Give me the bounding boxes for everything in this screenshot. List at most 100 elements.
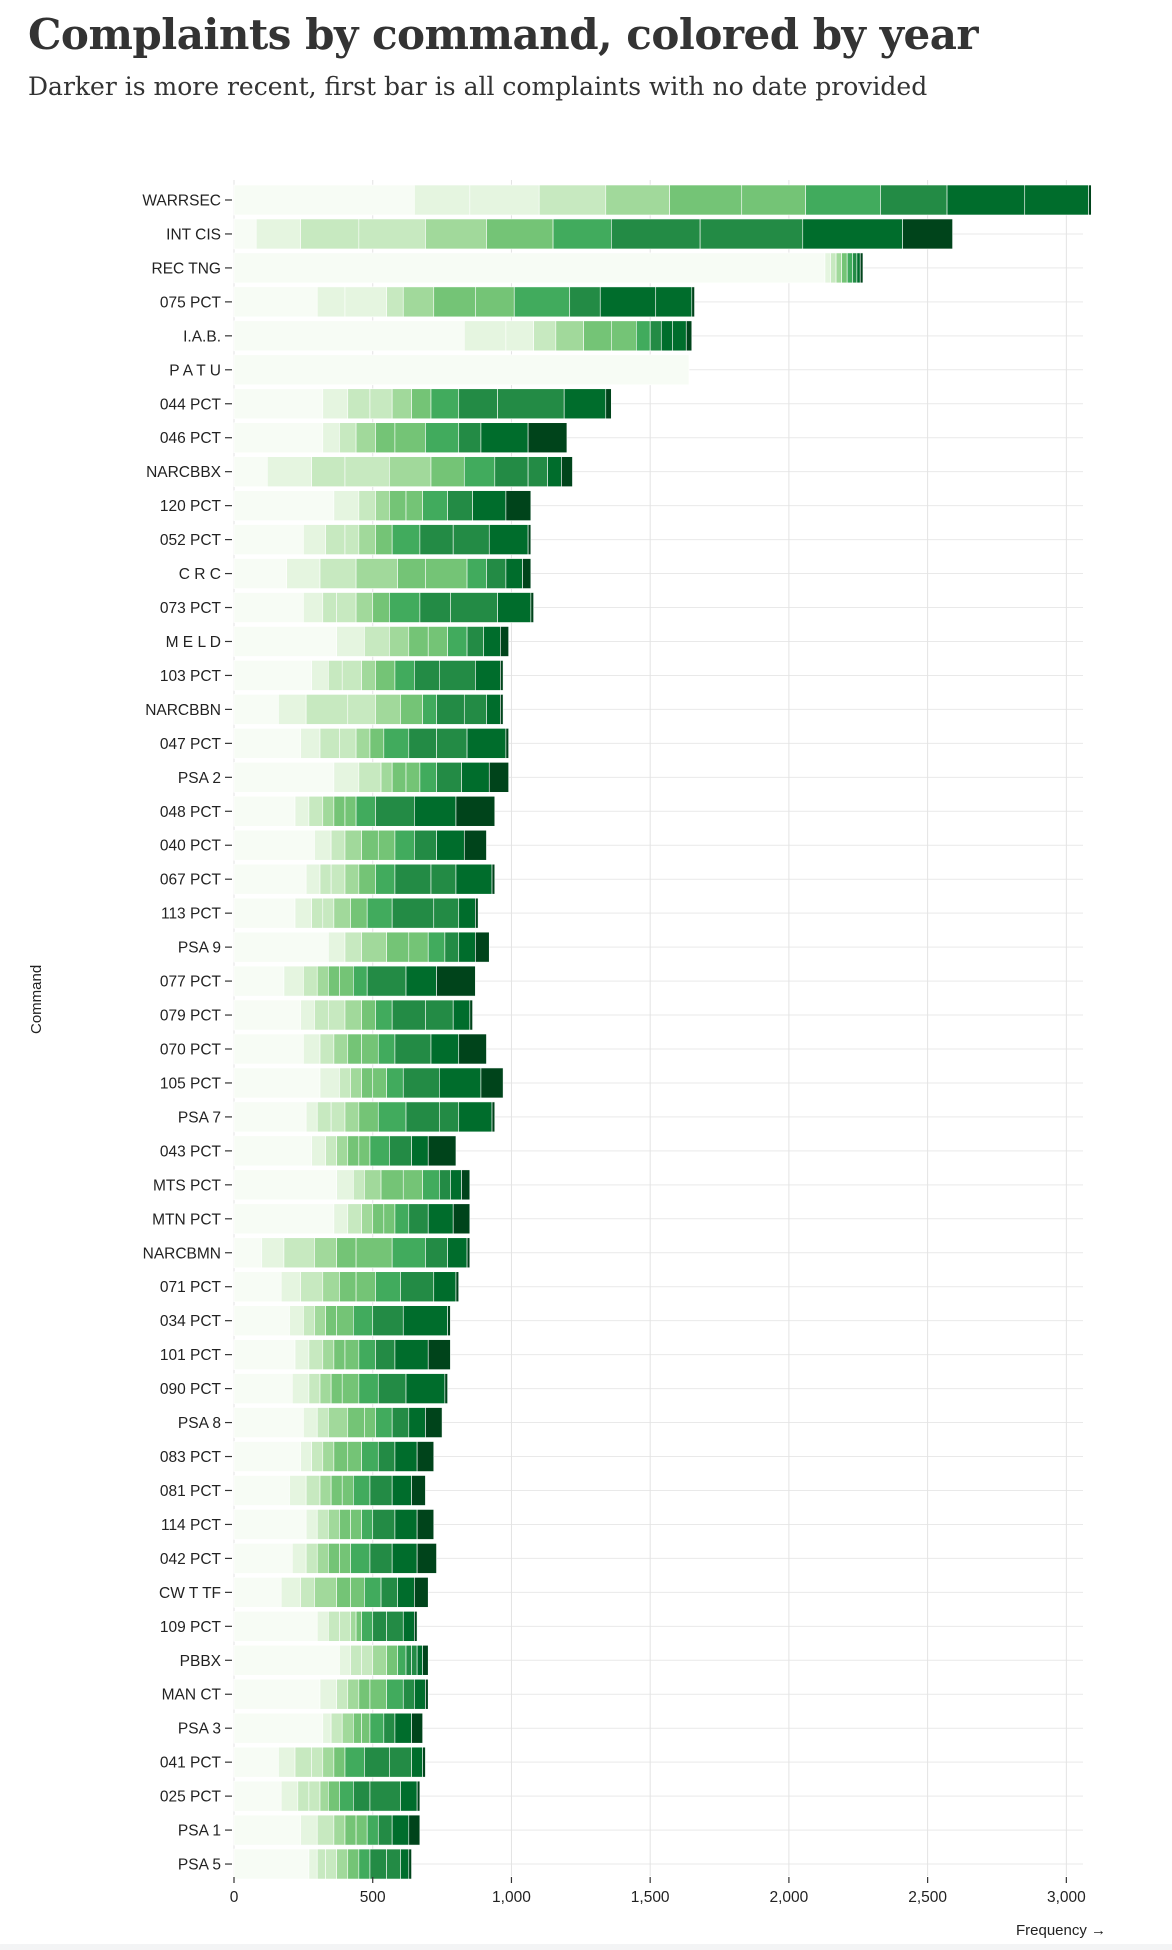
bar-segment xyxy=(425,1407,443,1438)
bar-segment xyxy=(319,558,357,589)
bar-segment xyxy=(316,1543,329,1574)
bar-segment xyxy=(422,1169,440,1201)
bar-segment xyxy=(522,558,532,589)
bar-segment xyxy=(402,1169,423,1201)
bar-segment xyxy=(427,1135,457,1167)
bar-segment xyxy=(233,1475,290,1506)
bar-segment xyxy=(394,1441,418,1472)
bar-segment xyxy=(355,422,376,454)
bar-segment xyxy=(491,1101,496,1133)
x-tick-label: 2,500 xyxy=(908,1889,947,1906)
bar-segment xyxy=(291,1543,307,1574)
bar-segment xyxy=(605,388,612,420)
bar-segment xyxy=(411,388,432,420)
bar-segment xyxy=(341,1373,360,1404)
bar-segment xyxy=(344,931,362,963)
bar-segment xyxy=(344,286,387,318)
y-tick-label: 043 PCT xyxy=(160,1143,222,1160)
bar-segment xyxy=(319,728,340,759)
bar-segment xyxy=(846,252,854,284)
bar-segment xyxy=(469,999,473,1031)
bar-segment xyxy=(427,931,446,963)
bar-segment xyxy=(416,1509,435,1540)
bar-segment xyxy=(375,1271,401,1303)
bar-segment xyxy=(319,1033,335,1065)
y-tick-label: PSA 2 xyxy=(178,770,221,787)
bar-segment xyxy=(611,320,637,352)
chart-title: Complaints by command, colored by year xyxy=(28,10,979,59)
y-tick-label: 083 PCT xyxy=(160,1449,222,1466)
bar-segment xyxy=(660,320,673,352)
bar-segment xyxy=(339,1780,354,1812)
bar-segment xyxy=(375,524,393,555)
bar-segment xyxy=(233,252,826,284)
bar-segment xyxy=(563,388,607,420)
bar-segment xyxy=(411,1475,426,1506)
bar-segment xyxy=(835,252,842,284)
bar-segment xyxy=(330,1373,343,1404)
y-tick-label: 025 PCT xyxy=(160,1789,222,1806)
y-tick-label: 075 PCT xyxy=(160,294,222,311)
bar-segment xyxy=(377,1373,407,1404)
bar-segment xyxy=(444,1373,448,1404)
bar-segment xyxy=(336,1305,354,1336)
bar-segment xyxy=(355,1271,376,1303)
bar-segment xyxy=(405,965,437,997)
bar-segment xyxy=(347,694,376,725)
bar-segment xyxy=(377,829,396,861)
bar-segment xyxy=(316,1611,329,1642)
bar-segment xyxy=(427,626,448,657)
bar-segment xyxy=(316,1407,329,1438)
bar-segment xyxy=(305,1475,321,1506)
bar-segment xyxy=(355,592,374,623)
bar-segment xyxy=(361,1033,379,1065)
bar-segment xyxy=(358,1373,379,1404)
bar-segment xyxy=(322,1746,335,1778)
bar-segment xyxy=(322,388,349,420)
bar-segment xyxy=(1088,184,1092,216)
bar-segment xyxy=(414,184,471,216)
bar-segment xyxy=(316,1814,335,1846)
bar-segment xyxy=(319,1373,332,1404)
bar-segment xyxy=(339,1067,351,1099)
bar-segment xyxy=(308,1339,324,1370)
bar-segment xyxy=(358,490,376,521)
bar-segment xyxy=(402,1067,440,1099)
bar-segment xyxy=(339,1271,357,1303)
bar-segment xyxy=(422,694,437,725)
bar-segment xyxy=(300,1577,315,1608)
bar-segment xyxy=(305,694,349,725)
bar-segment xyxy=(505,320,534,352)
bar-segment xyxy=(372,1509,396,1540)
bar-segment xyxy=(375,795,415,827)
bar-segment xyxy=(375,1407,393,1438)
bar-segment xyxy=(358,863,376,895)
bar-segment xyxy=(308,1373,321,1404)
bar-segment xyxy=(475,931,490,963)
y-tick-label: 047 PCT xyxy=(160,736,222,753)
bar-segment xyxy=(350,1644,362,1676)
bar-segment xyxy=(352,1475,371,1506)
bar-segment xyxy=(358,524,376,555)
bar-segment xyxy=(233,1407,304,1438)
bar-segment xyxy=(414,1611,418,1642)
y-tick-label: PSA 7 xyxy=(178,1109,221,1126)
bar-segment xyxy=(336,1577,351,1608)
bar-segment xyxy=(394,829,415,861)
y-tick-label: 071 PCT xyxy=(160,1279,222,1296)
bar-segment xyxy=(856,252,861,284)
bar-segment xyxy=(233,592,304,623)
bar-segment xyxy=(319,863,332,895)
bar-segment xyxy=(325,1135,337,1167)
bar-segment xyxy=(350,1067,362,1099)
bar-segment xyxy=(513,286,571,318)
bar-segment xyxy=(358,1678,371,1710)
bar-segment xyxy=(233,490,335,521)
axes-layer: WARRSEC INT CIS REC TNG 075 PCT I.A.B. P A T … xyxy=(142,193,1086,1907)
bottom-strip xyxy=(0,1944,1172,1950)
bar-segment xyxy=(233,1746,279,1778)
bar-segment xyxy=(685,320,693,352)
y-tick-label: I.A.B. xyxy=(183,328,221,345)
bar-segment xyxy=(414,1678,426,1710)
bar-segment xyxy=(328,965,340,997)
